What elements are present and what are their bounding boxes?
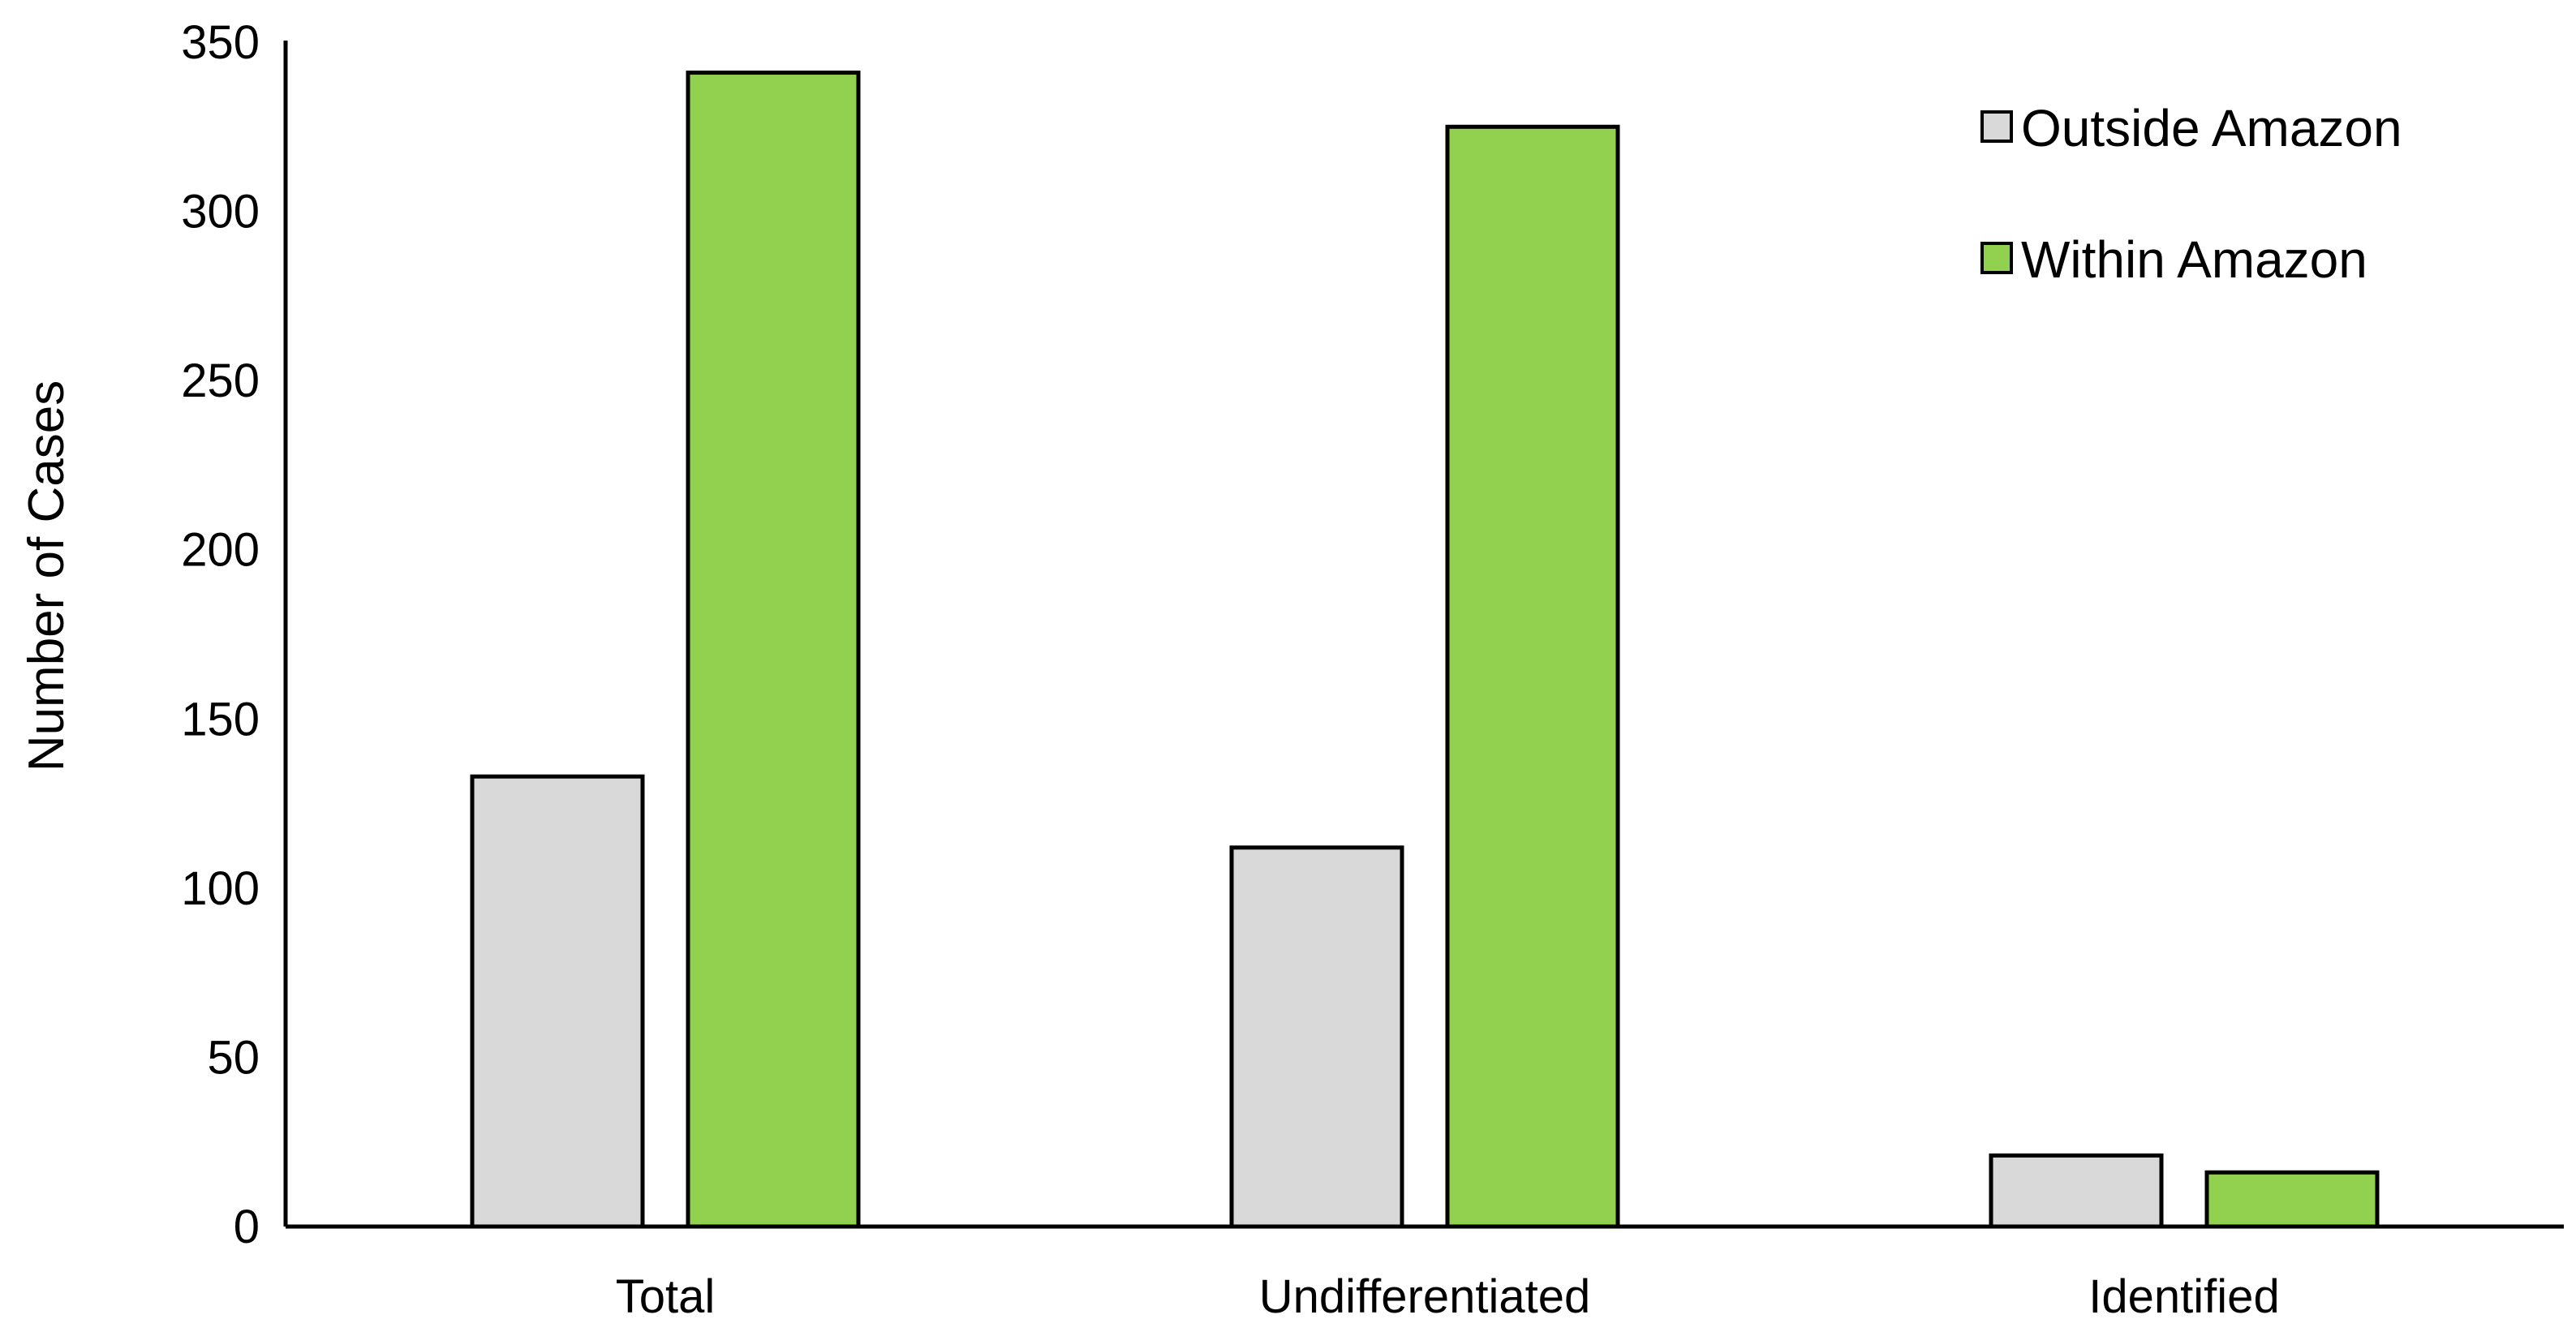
y-tick-label-250: 250: [181, 354, 260, 407]
y-tick-label-0: 0: [234, 1201, 260, 1253]
y-axis-title: Number of Cases: [19, 380, 75, 771]
legend: Outside Amazon Within Amazon: [1980, 99, 2402, 289]
axes-group: [283, 41, 2564, 1229]
legend-label-within-amazon: Within Amazon: [2021, 230, 2367, 289]
y-tick-label-50: 50: [207, 1031, 260, 1084]
x-tick-label-total: Total: [616, 1270, 716, 1323]
y-tick-label-200: 200: [181, 524, 260, 577]
legend-swatch-outside-amazon: [1980, 110, 2013, 143]
bar-outside-amazon-undifferentiated: [1229, 845, 1404, 1229]
x-tick-label-undifferentiated: Undifferentiated: [1259, 1270, 1590, 1323]
y-tick-labels: 0 50 100 150 200 250 300 350: [181, 16, 260, 1253]
y-tick-label-150: 150: [181, 693, 260, 745]
x-tick-label-identified: Identified: [2088, 1270, 2279, 1323]
bar-outside-amazon-total: [470, 774, 645, 1229]
legend-label-outside-amazon: Outside Amazon: [2021, 99, 2402, 157]
bars-group: [470, 71, 2380, 1229]
bar-within-amazon-identified: [2204, 1170, 2380, 1229]
y-tick-label-100: 100: [181, 862, 260, 915]
bar-within-amazon-undifferentiated: [1445, 124, 1620, 1229]
y-tick-label-300: 300: [181, 186, 260, 238]
bar-outside-amazon-identified: [1989, 1153, 2164, 1229]
x-tick-labels: Total Undifferentiated Identified: [616, 1270, 2280, 1323]
legend-swatch-within-amazon: [1980, 242, 2013, 274]
bar-within-amazon-total: [686, 71, 861, 1229]
y-tick-label-350: 350: [181, 16, 260, 69]
